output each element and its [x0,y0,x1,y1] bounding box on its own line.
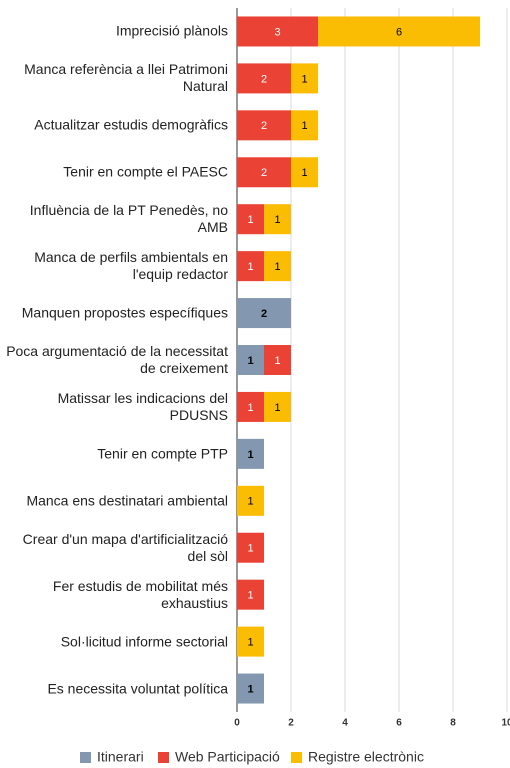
data-label: 1 [247,261,253,273]
bar-segment [237,391,264,422]
bar-segment [237,157,291,188]
bar-segment [318,16,480,47]
bar-segment [237,298,291,329]
bar-segment [237,438,264,469]
data-label: 1 [301,73,307,85]
data-label: 6 [396,26,402,38]
category-label: Fer estudis de mobilitat més exhaustius [52,577,228,611]
bar-segment [264,251,291,282]
category-label: Sol·licitud informe sectorial [60,633,228,650]
legend-swatch [291,752,302,763]
category-label: Imprecisió plànols [115,22,228,39]
data-label: 2 [261,120,267,132]
data-label: 1 [274,402,280,414]
category-label: Manca ens destinatari ambiental [26,492,228,509]
data-label: 2 [261,73,267,85]
data-label: 1 [301,120,307,132]
category-label: Matissar les indicacions del PDUSNS [57,389,228,423]
category-label: Manquen propostes específiques [21,304,228,321]
data-label: 3 [274,26,280,38]
data-label: 1 [274,355,280,367]
category-label: Tenir en compte el PAESC [63,163,228,180]
data-label: 1 [247,543,253,555]
bar-segment [264,391,291,422]
x-tick-label: 6 [396,718,402,729]
x-tick-label: 2 [288,718,294,729]
data-label: 1 [247,590,253,602]
bar-segment [291,63,318,94]
data-label: 1 [274,214,280,226]
x-tick-label: 10 [501,718,510,729]
bar-segment [237,345,264,375]
x-tick-label: 8 [450,718,456,729]
data-label: 1 [274,261,280,273]
bar-segment [237,63,291,94]
data-label: 1 [247,402,253,414]
data-label: 1 [247,637,253,649]
category-label: Es necessita voluntat política [47,680,228,697]
category-label: Actualitzar estudis demogràfics [34,116,228,133]
legend-label: Web Participació [175,749,280,765]
legend-label: Registre electrònic [308,749,424,765]
x-tick-label: 0 [234,718,240,729]
bar-segment [291,157,318,188]
data-label: 2 [261,308,267,320]
category-label: Influència de la PT Penedès, no AMB [29,202,228,236]
data-label: 1 [247,355,253,367]
bar-segment [237,485,264,516]
bar-segment [237,16,318,47]
data-label: 1 [247,496,253,508]
bar-segment [237,673,264,704]
data-label: 2 [261,167,267,179]
legend-label: Itinerari [97,749,144,765]
category-label: Manca referència a llei Patrimoni Natura… [24,61,228,95]
category-label: Manca de perfils ambientals en l'equip r… [34,249,228,283]
category-label: Crear d'un mapa d'artificialització del … [22,530,228,564]
bar-segment [237,204,264,235]
bar-segment [237,626,264,657]
bar-segment [237,579,264,610]
bar-segment [264,204,291,235]
bar-segment [237,110,291,141]
category-label: Tenir en compte PTP [97,445,228,462]
legend-swatch [158,752,169,763]
bar-segment [237,532,264,563]
bar-segment [264,345,291,375]
data-label: 1 [247,683,253,695]
data-label: 1 [247,214,253,226]
x-tick-label: 4 [342,718,348,729]
data-label: 1 [301,167,307,179]
bar-segment [237,251,264,282]
bar-segment [291,110,318,141]
category-label: Poca argumentació de la necessitat de cr… [6,343,228,376]
data-label: 1 [247,449,253,461]
legend-swatch [80,752,91,763]
